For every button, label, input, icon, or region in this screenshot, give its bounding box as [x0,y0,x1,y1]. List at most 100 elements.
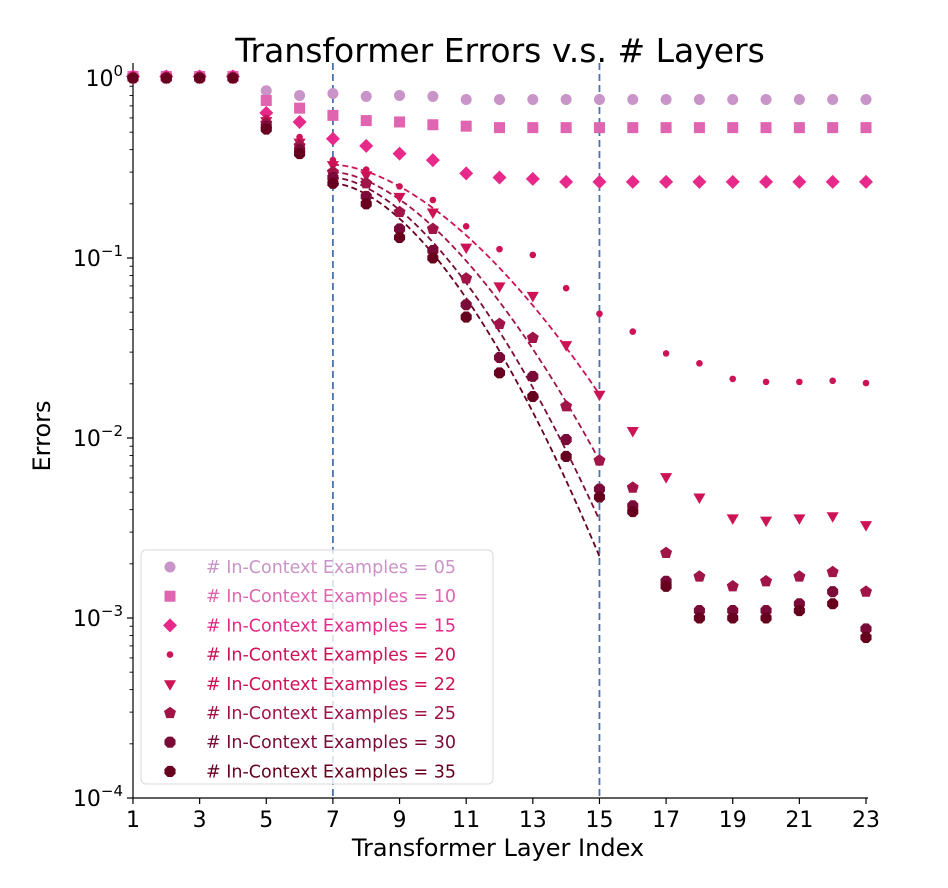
data-point-series-1 [427,90,439,102]
data-point-series-7 [827,586,839,598]
data-point-series-1 [760,93,772,105]
data-point-series-1 [560,93,572,105]
data-point-series-8 [227,72,239,84]
data-point-series-5 [759,516,773,528]
data-point-series-8 [160,72,172,84]
data-point-series-1 [593,93,605,105]
data-point-series-4 [862,379,870,387]
data-point-series-8 [827,598,839,610]
data-point-series-3 [792,174,807,189]
data-point-series-6 [793,570,806,582]
data-point-series-6 [760,574,773,587]
data-point-series-3 [692,174,707,189]
data-point-series-3 [292,114,307,129]
data-point-series-8 [860,631,872,643]
fit-curve [332,163,601,395]
data-point-series-2 [460,120,472,132]
data-point-series-3 [625,174,640,189]
data-point-series-4 [596,310,603,318]
data-point-series-6 [360,177,373,189]
data-point-series-5 [693,493,706,505]
data-point-series-1 [727,93,739,105]
data-point-series-3 [392,146,407,161]
x-tick-label: 1 [126,808,140,833]
data-point-series-1 [860,93,872,105]
x-tick-label: 5 [259,808,273,833]
data-point-series-2 [727,122,739,134]
data-point-series-2 [560,122,572,134]
data-point-series-3 [259,105,274,120]
data-point-series-8 [294,148,306,160]
data-point-series-3 [492,170,507,185]
legend-label: # In-Context Examples = 35 [206,762,456,782]
data-point-series-8 [660,580,672,592]
data-point-series-8 [194,72,206,84]
data-point-series-4 [696,360,703,367]
y-tick-label: 10−3 [73,602,123,632]
data-point-series-8 [560,450,572,462]
data-point-series-3 [459,166,474,181]
data-point-series-4 [529,251,537,259]
data-point-series-4 [662,350,670,357]
data-point-series-8 [460,311,472,323]
data-point-series-7 [394,223,406,235]
data-point-series-8 [327,177,339,189]
data-point-series-3 [759,174,774,189]
data-point-series-5 [460,243,473,255]
data-point-series-6 [626,481,639,493]
fit-curve [332,171,601,461]
data-point-series-3 [659,174,674,189]
data-point-series-5 [826,512,839,523]
data-point-series-5 [726,514,739,525]
data-point-series-5 [560,341,573,352]
data-point-series-6 [493,317,506,330]
data-point-series-4 [462,223,470,230]
x-tick-label: 7 [326,808,340,833]
data-point-series-2 [827,122,839,134]
data-point-series-2 [427,119,439,131]
legend-label: # In-Context Examples = 25 [206,704,456,724]
data-point-series-3 [359,138,374,153]
legend-label: # In-Context Examples = 05 [206,558,456,578]
legend-marker [164,561,176,573]
data-point-series-1 [460,93,472,105]
x-tick-label: 17 [652,808,680,833]
data-point-series-8 [127,72,139,84]
data-point-series-2 [593,122,605,134]
data-point-series-6 [726,580,739,592]
data-point-series-5 [793,514,806,525]
y-tick-label: 10−4 [73,782,123,812]
y-tick-label: 10−1 [73,242,123,272]
y-tick-label: 100 [85,62,123,92]
data-point-series-4 [429,196,437,204]
x-tick-label: 19 [719,808,747,833]
data-point-series-3 [859,174,873,189]
y-axis-title: Errors [28,400,56,471]
data-point-series-7 [527,370,539,382]
data-point-series-7 [593,483,605,495]
data-point-series-2 [494,122,505,134]
data-point-series-3 [725,174,740,189]
data-point-series-1 [260,85,272,97]
data-point-series-6 [593,454,606,466]
data-point-series-2 [660,122,672,134]
data-point-series-8 [793,605,805,617]
data-point-series-5 [493,282,506,293]
data-point-series-4 [762,378,770,386]
data-point-series-4 [562,284,570,292]
data-point-series-2 [327,109,339,121]
data-point-series-6 [460,272,473,284]
data-point-series-2 [693,122,705,134]
legend-label: # In-Context Examples = 30 [206,733,456,753]
data-point-series-5 [660,473,673,484]
data-point-series-6 [693,570,706,582]
data-point-series-2 [394,116,406,128]
x-tick-label: 15 [585,808,613,833]
data-point-series-8 [627,506,639,518]
data-point-series-7 [860,623,872,635]
data-point-series-3 [525,171,540,186]
data-point-series-5 [859,521,873,532]
legend-label: # In-Context Examples = 15 [206,616,456,636]
legend-box [140,549,494,785]
